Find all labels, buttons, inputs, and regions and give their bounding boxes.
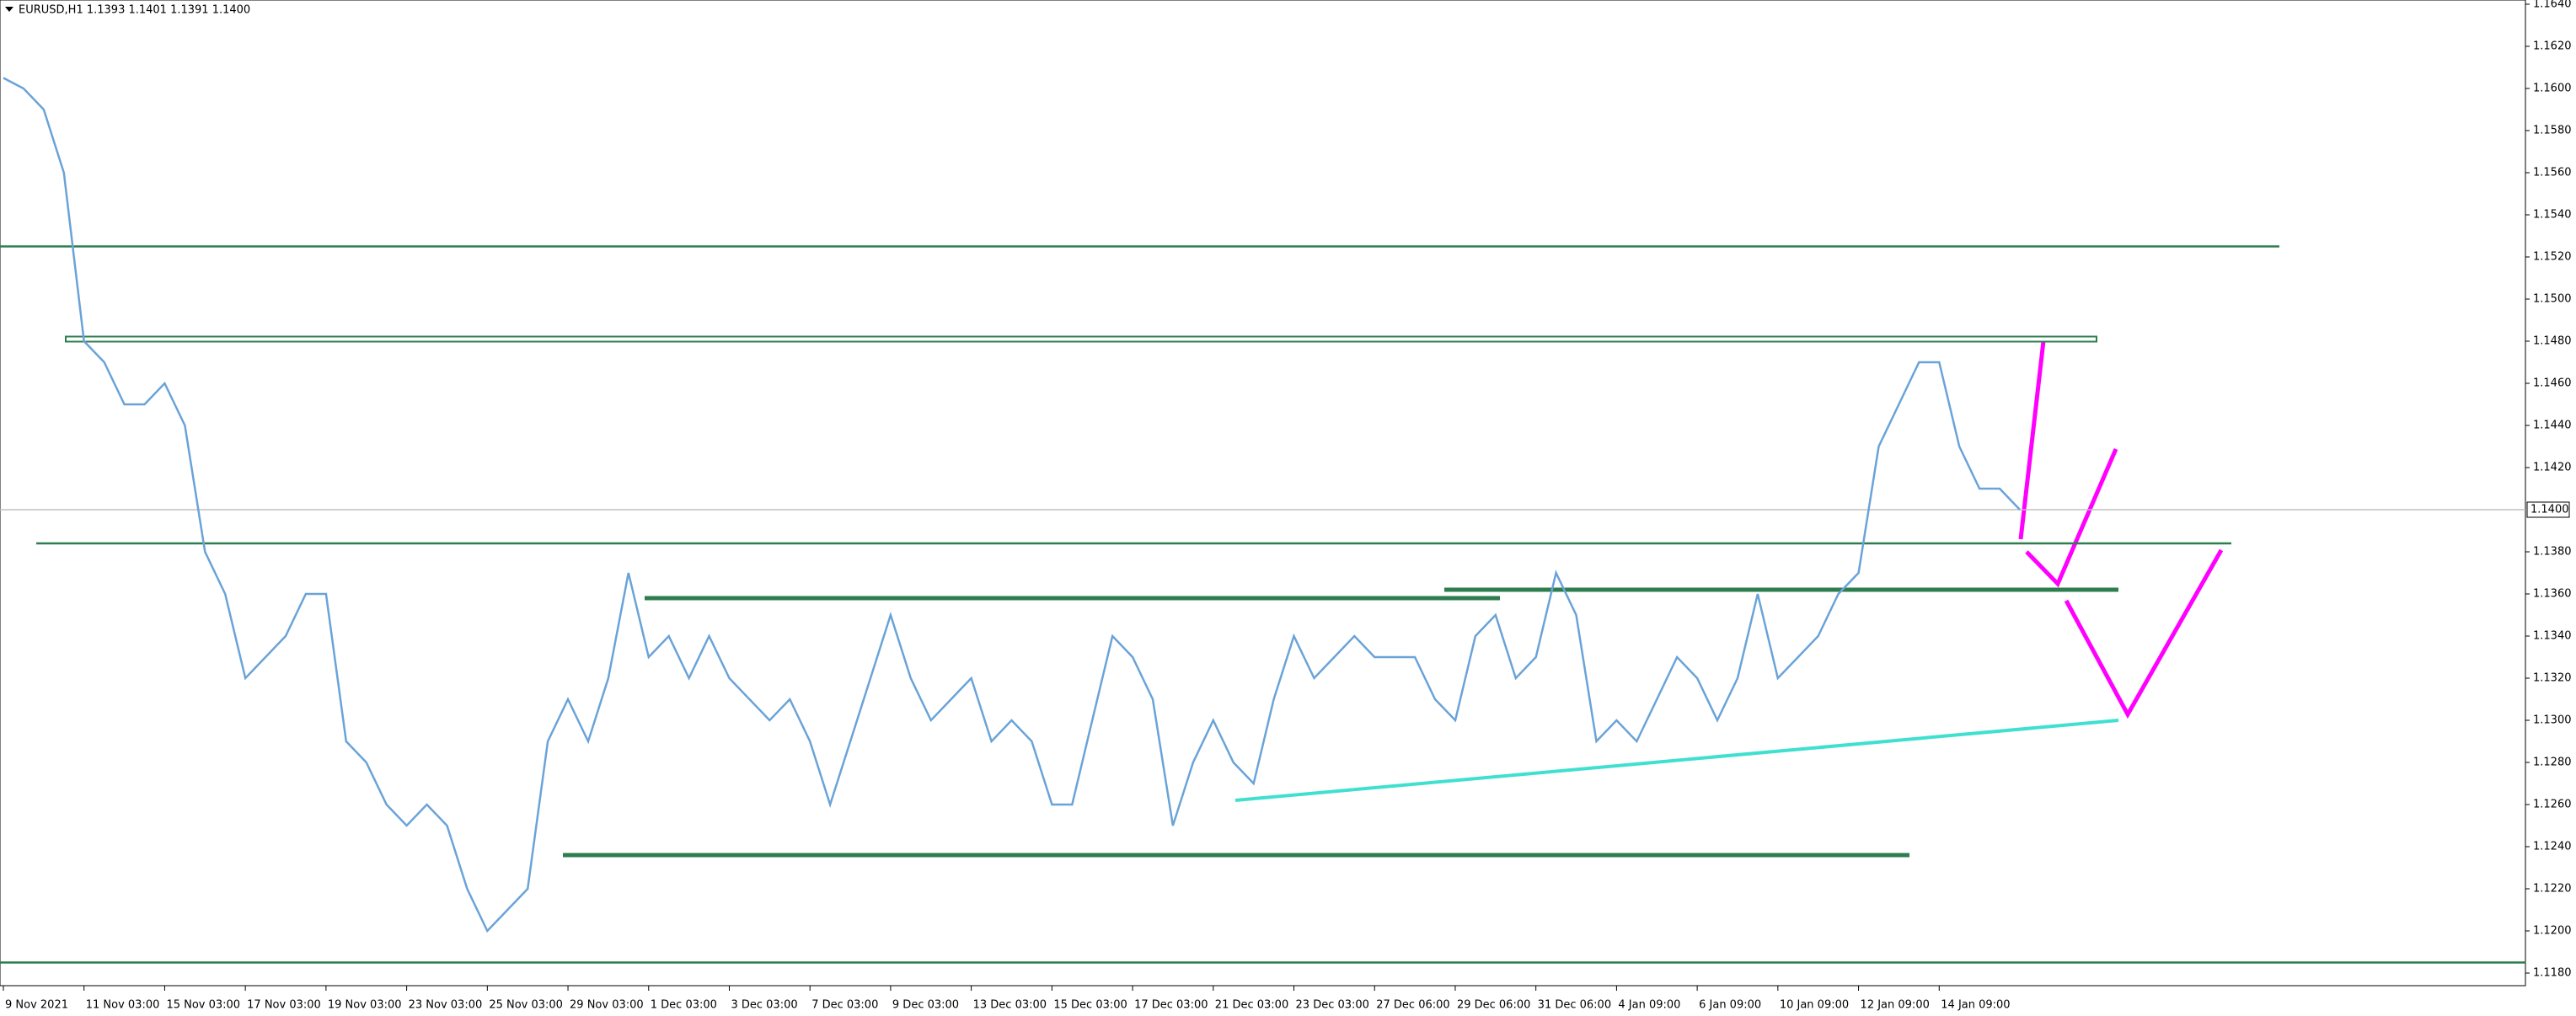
menu-icon [5,7,13,12]
y-tick-label: 1.1180 [2533,967,2572,980]
y-tick-label: 1.1260 [2533,799,2572,811]
x-tick-label: 14 Jan 09:00 [1941,999,2010,1012]
x-tick-label: 4 Jan 09:00 [1618,999,1680,1012]
x-tick-label: 7 Dec 03:00 [811,999,878,1012]
y-tick-label: 1.1600 [2533,83,2572,95]
plot-frame [0,0,2526,987]
y-tick-label: 1.1220 [2533,883,2572,896]
x-tick-label: 1 Dec 03:00 [651,999,717,1012]
x-tick-label: 3 Dec 03:00 [731,999,797,1012]
x-tick-label: 17 Dec 03:00 [1134,999,1208,1012]
y-tick-label: 1.1540 [2533,209,2572,222]
y-tick-label: 1.1500 [2533,293,2572,306]
chart-title: EURUSD,H1 1.1393 1.1401 1.1391 1.1400 [19,4,250,17]
y-tick-label: 1.1240 [2533,841,2572,853]
x-tick-label: 6 Jan 09:00 [1699,999,1761,1012]
y-tick-label: 1.1640 [2533,0,2572,11]
y-tick-label: 1.1420 [2533,462,2572,474]
x-tick-label: 29 Dec 06:00 [1457,999,1530,1012]
y-tick-label: 1.1560 [2533,167,2572,179]
x-tick-label: 9 Nov 2021 [5,999,68,1012]
x-tick-label: 19 Nov 03:00 [328,999,402,1012]
last-price-tag [2526,501,2570,518]
x-tick-label: 29 Nov 03:00 [570,999,644,1012]
projection-arrow [2018,340,2046,540]
x-tick-label: 23 Dec 03:00 [1296,999,1369,1012]
y-tick-label: 1.1200 [2533,925,2572,938]
y-tick-label: 1.1580 [2533,125,2572,137]
x-tick-label: 27 Dec 06:00 [1376,999,1449,1012]
x-tick-label: 23 Nov 03:00 [409,999,483,1012]
y-tick-label: 1.1280 [2533,757,2572,769]
y-tick-label: 1.1480 [2533,335,2572,348]
projection-arrow [2025,448,2118,588]
projection-arrow [2064,548,2224,719]
y-tick-label: 1.1300 [2533,714,2572,727]
y-tick-label: 1.1340 [2533,630,2572,643]
x-tick-label: 21 Dec 03:00 [1215,999,1288,1012]
x-tick-label: 10 Jan 09:00 [1780,999,1849,1012]
y-tick-label: 1.1440 [2533,420,2572,432]
x-tick-label: 15 Nov 03:00 [166,999,240,1012]
x-tick-label: 31 Dec 06:00 [1538,999,1611,1012]
price-line [3,77,2021,933]
y-tick-label: 1.1360 [2533,588,2572,601]
last-price-label: 1.1400 [2530,504,2569,516]
x-tick-label: 15 Dec 03:00 [1053,999,1127,1012]
x-tick-label: 11 Nov 03:00 [86,999,160,1012]
y-tick-label: 1.1320 [2533,672,2572,685]
y-tick-label: 1.1620 [2533,40,2572,53]
x-tick-label: 12 Jan 09:00 [1861,999,1930,1012]
y-tick-label: 1.1460 [2533,377,2572,390]
x-tick-label: 9 Dec 03:00 [892,999,959,1012]
level-box [65,335,2097,343]
trend-line [1234,719,2119,802]
x-tick-label: 25 Nov 03:00 [489,999,563,1012]
y-tick-label: 1.1380 [2533,546,2572,559]
x-tick-label: 17 Nov 03:00 [247,999,321,1012]
x-tick-label: 13 Dec 03:00 [973,999,1047,1012]
y-tick-label: 1.1520 [2533,251,2572,264]
